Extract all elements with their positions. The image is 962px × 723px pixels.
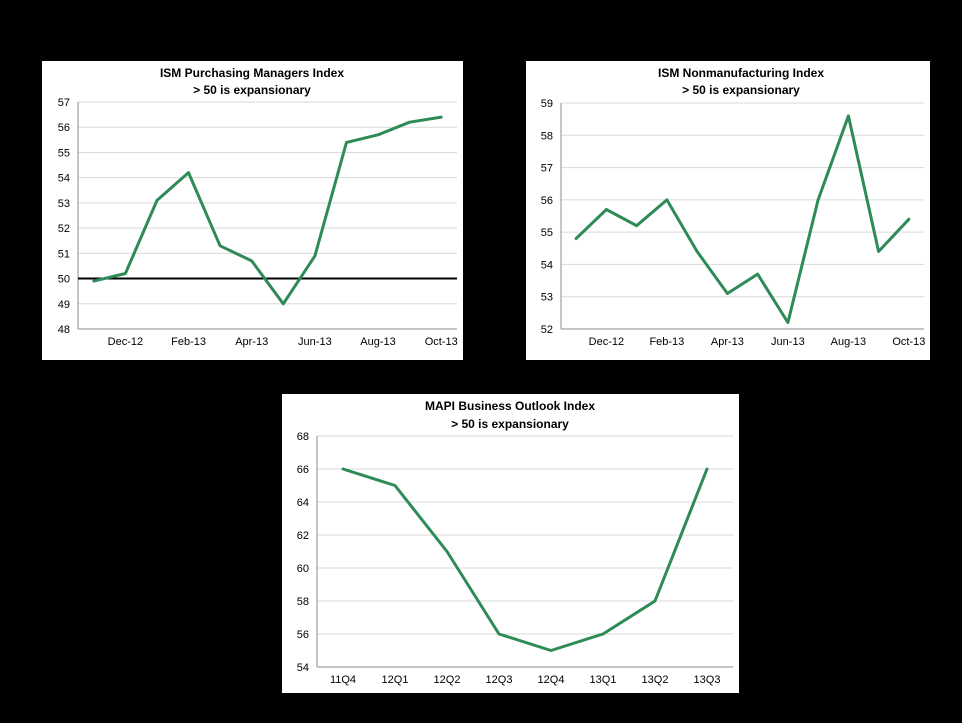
data-point: [601, 632, 605, 636]
x-tick-label: Dec-12: [589, 336, 624, 348]
x-tick-label: 11Q4: [330, 674, 356, 686]
data-point: [345, 141, 348, 144]
data-point: [665, 198, 669, 202]
y-tick-label: 62: [297, 530, 309, 542]
y-tick-label: 53: [58, 198, 70, 210]
x-tick-label: Jun-13: [771, 336, 805, 348]
x-tick-label: Feb-13: [171, 336, 206, 348]
mapi-business-outlook-chart-panel: MAPI Business Outlook Index > 50 is expa…: [282, 394, 739, 693]
y-tick-label: 58: [297, 596, 309, 608]
mapi-business-outlook-chart: MAPI Business Outlook Index > 50 is expa…: [297, 399, 733, 686]
data-point: [574, 237, 578, 240]
data-point: [907, 218, 911, 221]
x-tick-label: 12Q2: [434, 674, 461, 686]
y-tick-label: 66: [297, 464, 309, 476]
y-tick-label: 58: [541, 130, 553, 142]
chart-subtitle: > 50 is expansionary: [193, 83, 311, 97]
y-tick-label: 54: [58, 173, 70, 185]
y-tick-label: 64: [297, 497, 309, 509]
data-point: [187, 171, 190, 174]
data-point: [653, 599, 657, 603]
data-point: [341, 467, 345, 471]
x-tick-label: Dec-12: [108, 336, 143, 348]
data-point: [218, 244, 222, 247]
chart-title: ISM Purchasing Managers Index: [160, 66, 344, 80]
y-tick-label: 52: [541, 324, 553, 336]
x-tick-label: 12Q4: [538, 674, 565, 686]
data-point: [726, 292, 729, 295]
y-tick-label: 56: [541, 195, 553, 207]
series-line: [92, 115, 443, 306]
y-tick-label: 57: [541, 163, 553, 175]
chart-subtitle: > 50 is expansionary: [451, 417, 569, 431]
y-tick-label: 54: [297, 662, 309, 674]
data-point: [786, 321, 790, 324]
ism-pmi-chart-panel: ISM Purchasing Managers Index > 50 is ex…: [42, 61, 463, 360]
data-point: [635, 224, 638, 227]
data-point: [847, 114, 850, 118]
data-point: [756, 272, 759, 276]
y-tick-label: 52: [58, 223, 70, 235]
data-point: [282, 302, 285, 305]
data-point: [376, 133, 380, 136]
data-point: [705, 467, 709, 471]
y-tick-label: 56: [58, 122, 70, 134]
series-line: [341, 467, 709, 652]
ism-nonmanufacturing-chart-panel: ISM Nonmanufacturing Index > 50 is expan…: [526, 61, 930, 360]
y-tick-label: 51: [58, 248, 70, 260]
data-point: [816, 198, 820, 202]
x-tick-label: 13Q3: [694, 674, 721, 686]
x-tick-label: Jun-13: [298, 336, 332, 348]
ism-nonmanufacturing-chart: ISM Nonmanufacturing Index > 50 is expan…: [541, 66, 926, 348]
x-tick-label: Oct-13: [425, 336, 458, 348]
ism-pmi-chart: ISM Purchasing Managers Index > 50 is ex…: [58, 66, 458, 348]
x-tick-label: Aug-13: [360, 336, 395, 348]
y-tick-label: 68: [297, 431, 309, 443]
data-point: [92, 279, 95, 283]
x-tick-label: Oct-13: [892, 336, 925, 348]
data-point: [408, 120, 411, 124]
chart-title: ISM Nonmanufacturing Index: [658, 66, 824, 80]
data-point: [877, 250, 880, 253]
y-tick-label: 55: [58, 147, 70, 159]
chart-subtitle: > 50 is expansionary: [682, 83, 800, 97]
data-point: [497, 632, 501, 636]
x-tick-label: 12Q3: [486, 674, 513, 686]
data-point: [445, 550, 449, 553]
data-point: [155, 199, 159, 202]
data-point: [605, 208, 608, 211]
x-tick-label: Apr-13: [235, 336, 268, 348]
y-tick-label: 50: [58, 274, 70, 286]
y-tick-label: 56: [297, 629, 309, 641]
data-point: [393, 484, 397, 487]
x-tick-label: 13Q2: [642, 674, 669, 686]
y-tick-label: 49: [58, 299, 70, 311]
y-tick-label: 60: [297, 563, 309, 575]
y-tick-label: 48: [58, 324, 70, 336]
x-tick-label: Feb-13: [649, 336, 684, 348]
series-line: [574, 114, 911, 324]
x-tick-label: 13Q1: [590, 674, 617, 686]
y-tick-label: 59: [541, 98, 553, 110]
x-tick-label: Apr-13: [711, 336, 744, 348]
y-tick-label: 57: [58, 97, 70, 109]
y-tick-label: 55: [541, 227, 553, 239]
data-point: [250, 259, 253, 263]
data-point: [124, 272, 127, 275]
y-tick-label: 54: [541, 259, 553, 271]
y-tick-label: 53: [541, 292, 553, 304]
chart-title: MAPI Business Outlook Index: [425, 399, 595, 413]
data-point: [695, 250, 699, 253]
x-tick-label: 12Q1: [382, 674, 409, 686]
data-point: [549, 649, 553, 652]
data-point: [440, 115, 443, 119]
x-tick-label: Aug-13: [831, 336, 866, 348]
data-point: [313, 254, 317, 258]
